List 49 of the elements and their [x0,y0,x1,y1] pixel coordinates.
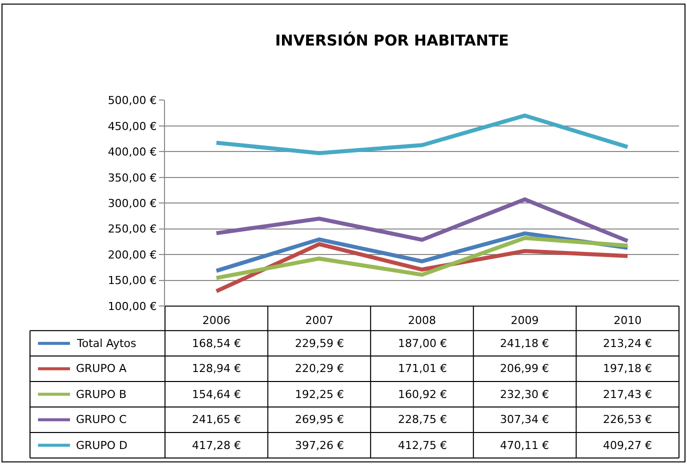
y-tick-label: 300,00 € [108,196,157,210]
data-label: 192,25 € [295,388,344,401]
data-label: 417,28 € [192,439,241,452]
y-tick-label: 450,00 € [108,120,157,133]
data-label: 187,00 € [398,337,447,350]
x-tick-label: 2008 [408,314,436,328]
data-label: 307,34 € [500,413,549,426]
legend-label: GRUPO A [76,362,128,375]
data-label: 226,53 € [603,413,652,426]
data-label: 397,26 € [295,439,344,452]
chart-title: INVERSIÓN POR HABITANTE [275,31,509,50]
data-label: 409,27 € [603,439,652,452]
y-tick-label: 100,00 € [108,300,157,313]
y-tick-label: 150,00 € [108,274,157,288]
y-tick-label: 400,00 € [108,146,157,159]
data-label: 412,75 € [398,439,447,452]
data-label: 171,01 € [398,362,447,375]
line-series [214,236,630,280]
data-label: 241,65 € [192,413,241,426]
line-series [214,197,630,243]
y-tick-label: 500,00 € [108,94,157,108]
x-tick-label: 2007 [305,314,334,328]
data-label: 470,11 € [500,439,549,452]
data-label: 213,24 € [603,337,652,350]
x-tick-label: 2010 [614,314,642,328]
data-label: 241,18 € [500,337,549,350]
data-label: 160,92 € [398,388,447,401]
line-series [214,114,630,156]
legend-label: GRUPO D [76,439,128,452]
x-tick-label: 2006 [202,314,230,328]
data-label: 154,64 € [192,388,241,401]
data-label: 128,94 € [192,362,241,375]
legend-label: Total Aytos [76,337,137,350]
data-label: 217,43 € [603,388,652,401]
data-label: 168,54 € [192,337,241,350]
legend-label: GRUPO C [76,413,128,426]
data-label: 197,18 € [603,362,652,375]
y-tick-label: 250,00 € [108,222,157,236]
y-tick-label: 200,00 € [108,248,157,262]
data-label: 232,30 € [500,388,549,401]
y-tick-label: 350,00 € [108,171,157,184]
line-series [214,242,630,294]
legend-label: GRUPO B [76,388,127,401]
data-label: 228,75 € [398,413,447,426]
data-label: 206,99 € [500,362,549,375]
data-label: 220,29 € [295,362,344,375]
x-tick-label: 2009 [510,314,539,328]
data-label: 269,95 € [295,413,344,426]
data-label: 229,59 € [295,337,344,350]
